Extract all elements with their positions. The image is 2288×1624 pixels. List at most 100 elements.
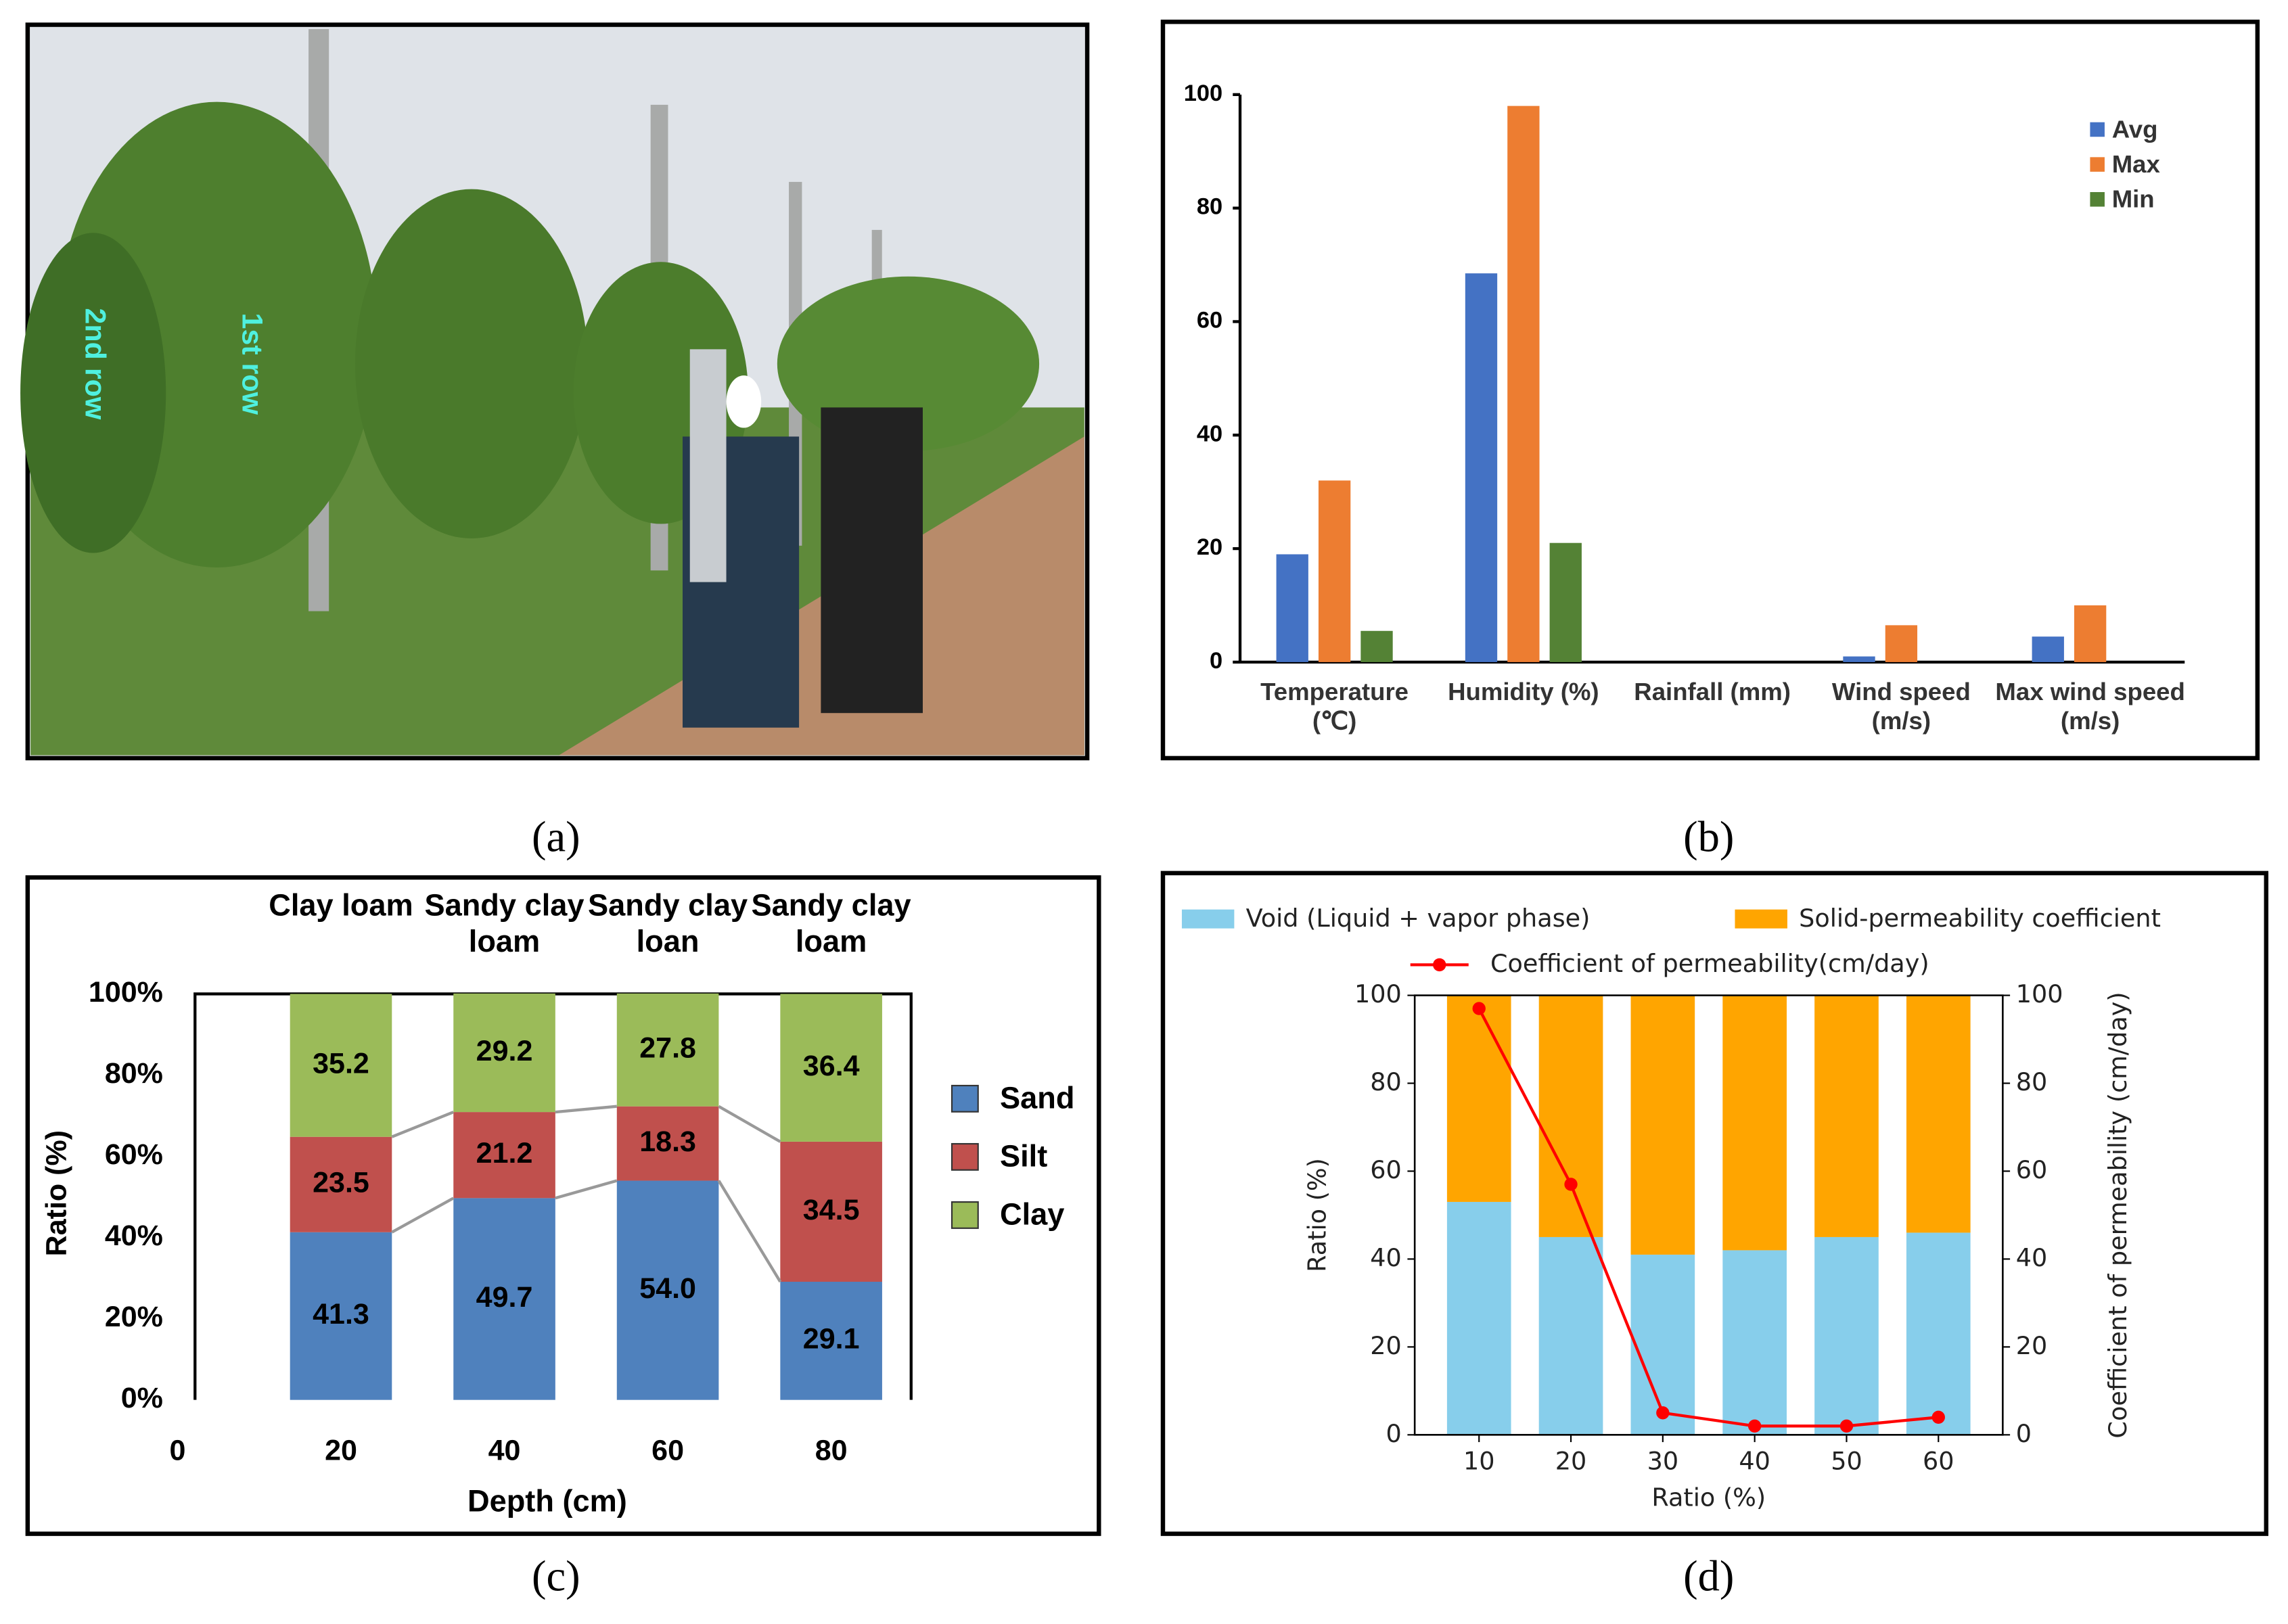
value-label: 23.5 [313,1167,369,1199]
connector-line [717,1180,782,1283]
legend-label: Void (Liquid + vapor phase) [1246,904,1591,933]
row-label: 2nd row [78,308,111,419]
legend-label: Silt [1000,1138,1047,1173]
y-tick-label: 20 [1197,534,1222,560]
bar-segment [616,1106,719,1181]
top-label: Sandy clay loam [751,889,911,960]
y-tick-label: 80% [105,1057,163,1090]
bar-segment [453,993,555,1113]
x-tick-label: 0 [169,1434,185,1466]
value-label: 21.2 [476,1137,533,1169]
y2-tick-label: 40 [2016,1243,2048,1272]
x-tick-label-box: Humidity (%) [1448,678,1599,706]
x-axis-label: Ratio (%) [1651,1483,1766,1512]
y-tick-label: 0 [1210,648,1222,674]
panel-caption: (a) [532,812,580,860]
y-tick-label: 60 [1197,308,1222,333]
instrument [689,349,727,582]
y-tick-label: 0% [121,1382,163,1414]
bar-segment [1722,1250,1787,1435]
y-tick-label: 100 [1184,80,1222,106]
legend-label: Min [2112,185,2155,213]
value-label: 27.8 [639,1032,696,1065]
value-label: 29.2 [476,1035,533,1067]
x-tick-label: Temperature (℃) [1260,678,1409,736]
face-blur [726,375,762,428]
x-tick-label-box: Max wind speed (m/s) [1995,678,2185,736]
line [1478,1008,1939,1428]
legend-swatch [951,1201,979,1229]
y-tick-label: 20% [105,1301,163,1333]
bar-segment [290,994,392,1137]
bar [1549,542,1582,662]
y-tick-label: 0 [1386,1419,1402,1448]
x-tick-label: Humidity (%) [1448,678,1599,706]
value-label: 29.1 [803,1323,860,1355]
legend-swatch [1735,909,1787,929]
legend-swatch [951,1142,979,1171]
bar-segment [616,1180,719,1400]
x-tick-label: Rainfall (mm) [1634,678,1791,706]
x-tick-label: 40 [488,1434,521,1466]
bar-segment [1446,995,1511,1202]
y-tick-label: 40 [1197,421,1222,446]
y-tick-label: 40% [105,1220,163,1252]
y2-tick-label: 0 [2016,1419,2032,1448]
legend-label: Max [2112,150,2161,178]
bar-segment [1814,995,1879,1237]
x-tick-label: 60 [1923,1447,1954,1476]
bar [2074,605,2107,662]
line-point [1839,1419,1854,1433]
legend-label: Avg [2112,115,2158,143]
photo [20,22,1090,761]
y-tick-label: 40 [1370,1243,1402,1272]
line-point [1472,1002,1486,1015]
legend-swatch [951,1084,979,1113]
legend-label: Solid-permeability coefficient [1799,904,2161,933]
bar-segment [453,1198,555,1400]
panel-caption: (c) [532,1551,580,1600]
bar [1360,630,1393,662]
bar-segment [780,994,882,1142]
value-label: 41.3 [313,1298,369,1330]
bar [1507,106,1540,662]
top-label-box: Sandy clay loan [588,889,748,960]
top-label: Sandy clay loam [424,889,585,960]
bar-segment [780,1282,882,1400]
legend-swatch [2090,122,2105,137]
panel-caption: (b) [1683,812,1734,860]
bar-segment [616,993,719,1107]
connector-line [555,1179,618,1200]
y-tick-label: 60 [1370,1155,1402,1184]
y2-tick-label: 60 [2016,1155,2048,1184]
value-label: 49.7 [476,1281,533,1314]
top-label-box: Sandy clay loam [751,889,911,960]
x-tick-label: 80 [815,1434,848,1466]
y2-tick-label: 100 [2016,979,2063,1008]
x-tick-label: 60 [651,1434,684,1466]
bar-segment [1722,995,1787,1251]
panel-frame [1160,20,2260,761]
legend-swatch [2090,157,2105,172]
x-tick-label-box: Temperature (℃) [1260,678,1409,736]
bar-segment [1906,995,1971,1233]
legend-swatch [2090,191,2105,207]
top-label-box: Sandy clay loam [424,889,585,960]
connector-line [555,1105,617,1114]
legend-marker [1433,958,1446,972]
x-tick-label: Max wind speed (m/s) [1995,678,2185,736]
legend-label: Clay [1000,1197,1064,1232]
panel-caption: (d) [1683,1551,1734,1600]
bar [1843,656,1875,662]
legend-swatch [1181,909,1235,929]
bar [1318,480,1351,662]
connector-line [391,1111,455,1138]
bar-segment [453,1112,555,1199]
bar-segment [1630,1254,1695,1435]
x-tick-label-box: Wind speed (m/s) [1832,678,1971,736]
panel-frame [1160,871,2268,1536]
bar [1885,625,1918,662]
tree [354,189,589,539]
y2-tick-label: 20 [2016,1331,2048,1360]
y-tick-label: 100 [1354,979,1402,1008]
